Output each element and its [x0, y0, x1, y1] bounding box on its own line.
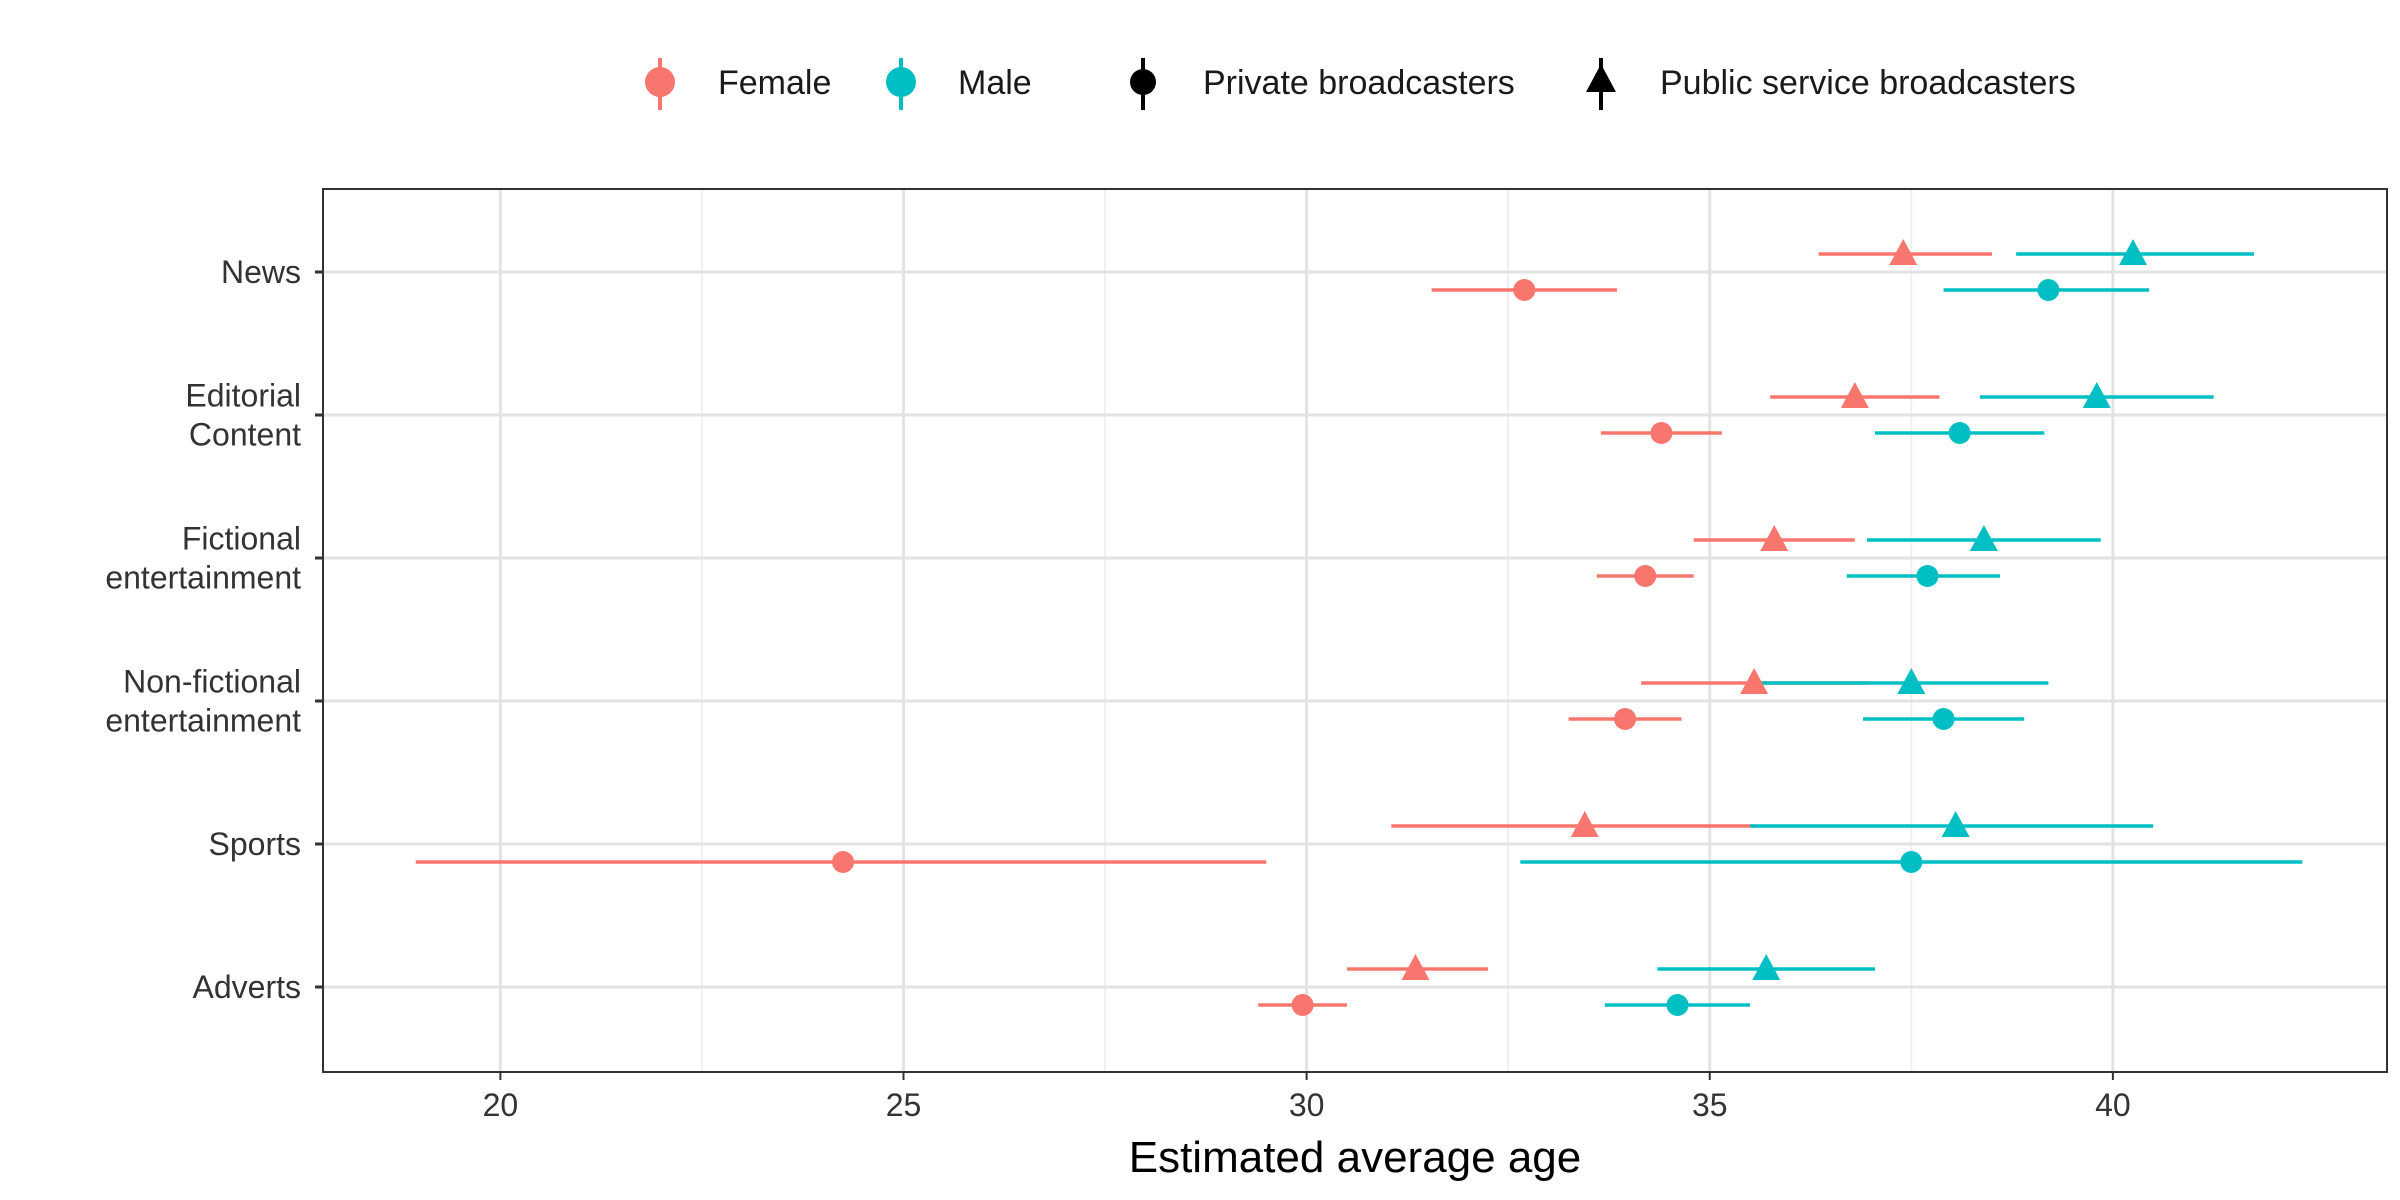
legend-item-male: Male — [886, 58, 1032, 110]
legend-item-private-broadcasters: Private broadcasters — [1130, 58, 1515, 110]
point-male-private — [1932, 708, 1955, 730]
y-tick-label: Non-fictional entertainment — [105, 664, 301, 739]
legend-item-female: Female — [645, 58, 831, 110]
point-male-public — [1969, 525, 1998, 551]
point-male-public — [2119, 239, 2148, 265]
legend-key-public-point — [1586, 64, 1616, 92]
point-female-public — [1570, 811, 1599, 837]
legend-label-female: Female — [718, 64, 831, 102]
point-male-public — [1941, 811, 1970, 837]
x-tick-label: 20 — [483, 1087, 519, 1123]
point-female-public — [1889, 239, 1918, 265]
point-female-public — [1401, 954, 1430, 980]
legend-item-public-service-broadcasters: Public service broadcasters — [1586, 58, 2076, 110]
point-female-public — [1840, 382, 1869, 408]
x-tick-label: 40 — [2095, 1087, 2131, 1123]
point-male-private — [1948, 422, 1971, 444]
legend: Female Male Private broadcasters Public … — [645, 58, 2076, 110]
point-female-public — [1740, 668, 1769, 694]
point-male-public — [2082, 382, 2111, 408]
point-male-private — [1666, 994, 1689, 1016]
point-female-private — [832, 851, 855, 873]
x-axis-title: Estimated average age — [1129, 1133, 1582, 1182]
y-tick-label: Fictional entertainment — [105, 521, 301, 596]
legend-label-private-broadcasters: Private broadcasters — [1203, 64, 1515, 102]
y-tick-label: Editorial Content — [185, 378, 301, 453]
point-female-private — [1634, 565, 1657, 587]
point-female-private — [1291, 994, 1314, 1016]
point-female-public — [1760, 525, 1789, 551]
y-tick-label: Adverts — [193, 969, 301, 1005]
grid — [323, 189, 2387, 1072]
point-male-private — [2037, 279, 2060, 301]
x-tick-label: 30 — [1289, 1087, 1325, 1123]
y-tick-label: Sports — [209, 826, 301, 862]
point-female-private — [1614, 708, 1637, 730]
legend-label-male: Male — [958, 64, 1032, 102]
data-marks — [415, 239, 2303, 1016]
panel-border — [322, 188, 2388, 1073]
legend-key-female-point — [645, 67, 675, 97]
point-male-private — [1916, 565, 1939, 587]
axes: 20 25 30 35 40 News Editorial Content Fictional e… — [105, 254, 2130, 1123]
point-male-public — [1897, 668, 1926, 694]
x-tick-label: 25 — [886, 1087, 922, 1123]
legend-key-male-point — [886, 67, 916, 97]
point-female-private — [1513, 279, 1536, 301]
legend-key-private-point — [1130, 69, 1156, 95]
point-male-public — [1752, 954, 1781, 980]
y-tick-label: News — [221, 254, 301, 290]
legend-label-public-service-broadcasters: Public service broadcasters — [1660, 64, 2076, 102]
point-male-private — [1900, 851, 1923, 873]
x-tick-label: 35 — [1692, 1087, 1728, 1123]
point-female-private — [1650, 422, 1673, 444]
